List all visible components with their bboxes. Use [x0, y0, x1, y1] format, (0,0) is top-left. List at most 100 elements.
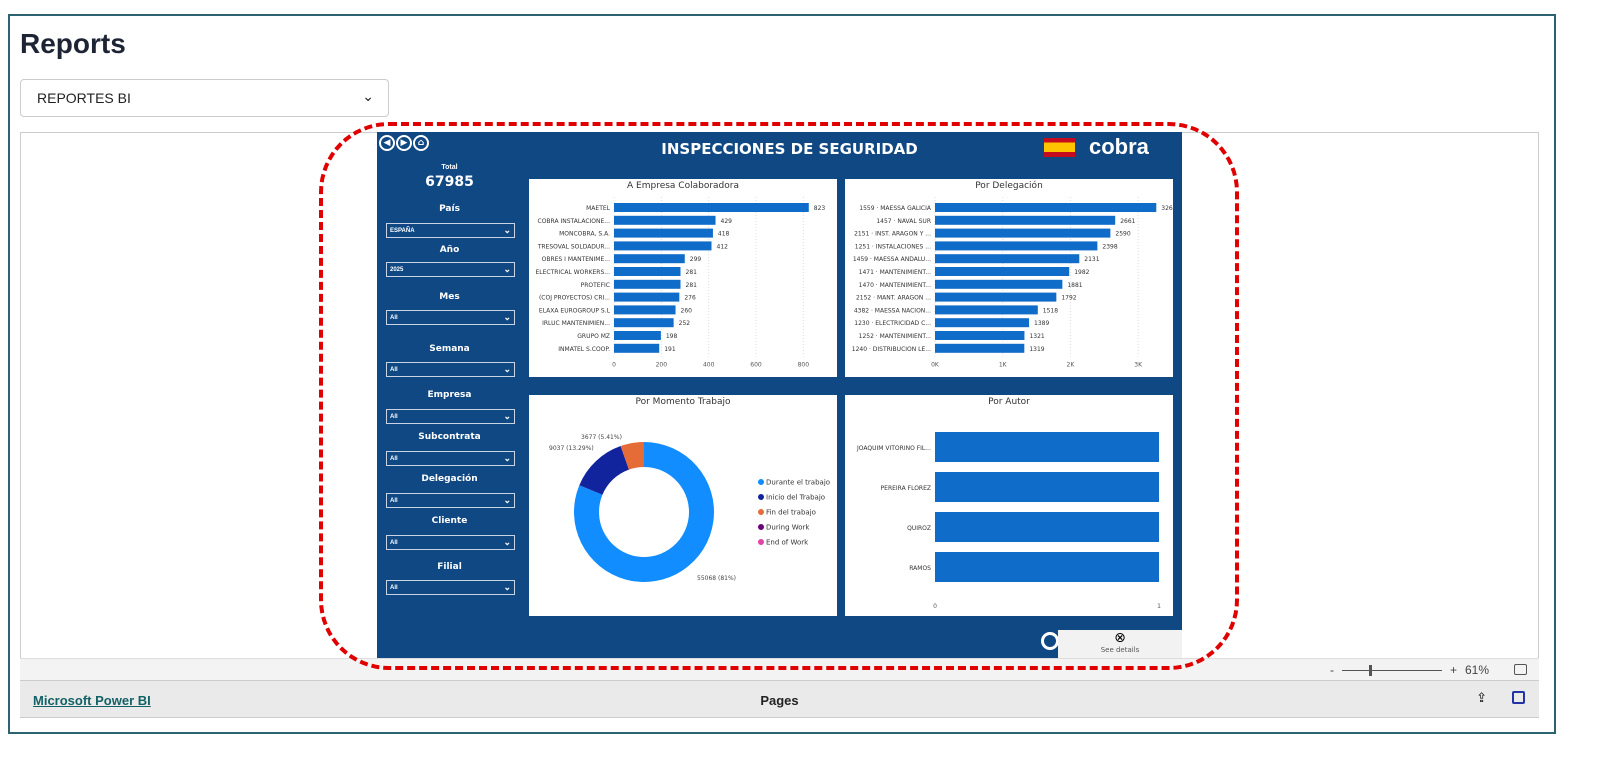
zoom-in-button[interactable]: +: [1449, 663, 1457, 677]
data-label: 1982: [1074, 269, 1089, 276]
slicer-dropdown[interactable]: All ⌄: [386, 362, 515, 377]
bar: [935, 254, 1080, 264]
bar: [935, 241, 1098, 251]
slicer-dropdown[interactable]: 2025 ⌄: [386, 262, 515, 277]
chevron-down-icon: ⌄: [503, 312, 511, 322]
bar: [935, 318, 1030, 328]
legend-label: Inicio del Trabajo: [766, 494, 825, 502]
category-label: 1252 · MANTENIMIENT...: [859, 333, 931, 340]
slicer-dropdown[interactable]: All ⌄: [386, 580, 515, 595]
bar: [614, 267, 681, 276]
footer: Microsoft Power BI Pages ⇪: [20, 680, 1539, 717]
data-label: 191: [664, 346, 676, 353]
data-label: 1389: [1034, 320, 1049, 327]
x-tick-label: 0: [612, 362, 616, 369]
chevron-down-icon: ⌄: [503, 364, 511, 374]
category-label: 1230 · ELECTRICIDAD C...: [854, 320, 931, 327]
total-label: Total: [441, 164, 458, 171]
slicer-label: Mes: [439, 292, 460, 302]
back-icon[interactable]: ◀: [379, 135, 395, 151]
legend-label: During Work: [766, 524, 810, 532]
category-label: QUIROZ: [907, 525, 931, 532]
slicer-label: Cliente: [431, 516, 468, 526]
bar: [935, 279, 1063, 289]
slicer-dropdown[interactable]: All ⌄: [386, 535, 515, 550]
chevron-down-icon: ⌄: [362, 88, 374, 104]
slicer-value: All: [390, 315, 398, 321]
category-label: PROTEFIC: [581, 282, 610, 289]
data-label: 276: [684, 295, 696, 302]
bar: [935, 203, 1157, 212]
category-label: MONCOBRA, S.A.: [559, 231, 610, 238]
donut-slice: [579, 446, 629, 495]
x-tick-label: 800: [798, 362, 810, 369]
pages-button[interactable]: Pages: [760, 693, 799, 708]
data-label: 55068 (81%): [697, 575, 736, 582]
category-label: ELECTRICAL WORKERS...: [535, 269, 610, 276]
slicer-value: All: [390, 367, 398, 373]
close-circle-icon: ⊗: [1114, 630, 1126, 646]
clock-icon[interactable]: [1041, 632, 1059, 650]
zoom-level: 61%: [1464, 663, 1489, 677]
bar: [614, 215, 716, 225]
category-label: PEREIRA FLOREZ: [881, 485, 931, 492]
bar: [935, 331, 1025, 340]
zoom-bar: - + 61%: [20, 658, 1539, 680]
slicer-dropdown[interactable]: All ⌄: [386, 451, 515, 466]
report-title: INSPECCIONES DE SEGURIDAD: [661, 140, 918, 158]
category-label: 2151 · INST. ARAGON Y ...: [854, 231, 931, 238]
see-details-button[interactable]: ⊗ See details: [1058, 630, 1182, 658]
data-label: 823: [814, 205, 826, 212]
slicer-value: All: [390, 540, 398, 546]
zoom-slider[interactable]: [1341, 664, 1442, 676]
bar: [614, 254, 685, 264]
chart-title: A Empresa Colaboradora: [627, 181, 739, 191]
chevron-down-icon: ⌄: [503, 411, 511, 421]
zoom-out-button[interactable]: -: [1329, 663, 1334, 677]
data-label: 3677 (5.41%): [581, 434, 622, 441]
chart-por-delegacion: Por Delegación 0K 1K 2K 3K 1559 · MAESSA GALI…: [845, 179, 1173, 377]
slicer-dropdown[interactable]: All ⌄: [386, 310, 515, 325]
forward-icon[interactable]: ▶: [396, 135, 412, 151]
slicer-dropdown[interactable]: ESPAÑA ⌄: [386, 223, 515, 238]
power-bi-link[interactable]: Microsoft Power BI: [33, 693, 151, 708]
x-tick-label: 600: [750, 362, 762, 369]
zoom-slider-thumb[interactable]: [1368, 664, 1372, 676]
slicer-label: Año: [439, 245, 460, 255]
fit-to-page-icon[interactable]: [1514, 664, 1527, 675]
category-label: OBRES I MANTENIME...: [542, 256, 610, 263]
data-label: 198: [666, 333, 678, 340]
data-label: 429: [721, 218, 733, 225]
chevron-down-icon: ⌄: [503, 225, 511, 235]
category-label: 1470 · MANTENIMIENT...: [859, 282, 931, 289]
bar: [935, 432, 1159, 462]
chart-empresa-colaboradora: A Empresa Colaboradora 0 200 400 600 800 MAETE…: [529, 179, 837, 377]
x-tick-label: 0K: [931, 362, 940, 369]
slicer-dropdown[interactable]: All ⌄: [386, 409, 515, 424]
legend-marker: [758, 509, 764, 515]
category-label: 1459 · MAESSA ANDALU...: [853, 256, 931, 263]
x-tick-label: 0: [933, 603, 937, 610]
legend-marker: [758, 524, 764, 530]
bar: [614, 241, 712, 251]
chevron-down-icon: ⌄: [503, 537, 511, 547]
legend-marker: [758, 494, 764, 500]
home-icon[interactable]: ⌂: [413, 135, 429, 151]
category-label: (COJ PROYECTOS) CRI...: [539, 295, 610, 302]
spain-flag-icon[interactable]: [1044, 138, 1075, 157]
data-label: 1321: [1029, 333, 1044, 340]
x-tick-label: 400: [703, 362, 715, 369]
report-selector[interactable]: REPORTES BI ⌄: [20, 79, 389, 117]
bar: [614, 331, 661, 340]
chevron-down-icon: ⌄: [503, 264, 511, 274]
slicer-dropdown[interactable]: All ⌄: [386, 493, 515, 508]
page-title: Reports: [20, 28, 126, 59]
fullscreen-icon[interactable]: [1512, 691, 1525, 704]
bar: [935, 305, 1038, 315]
bar: [614, 228, 713, 238]
category-label: 1240 · DISTRIBUCION LE...: [852, 346, 931, 353]
report-selector-value: REPORTES BI: [37, 90, 131, 106]
bar: [935, 512, 1159, 542]
data-label: 3268: [1161, 205, 1173, 212]
share-icon[interactable]: ⇪: [1476, 691, 1487, 706]
